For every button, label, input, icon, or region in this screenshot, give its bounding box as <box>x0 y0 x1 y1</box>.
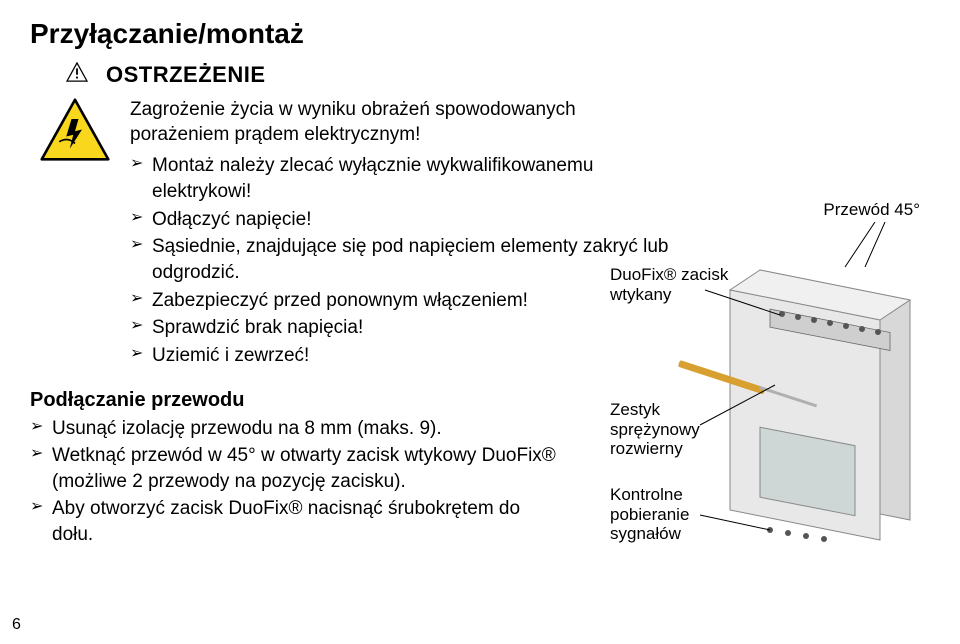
list-item: Montaż należy zlecać wyłącznie wykwalifi… <box>130 153 670 204</box>
warning-header: OSTRZEŻENIE <box>66 62 930 88</box>
lead-text: Zagrożenie życia w wyniku obrażeń spowod… <box>130 98 670 147</box>
label-line-przewod <box>830 222 890 282</box>
label-zestyk: Zestyk sprężynowy rozwierny <box>610 400 700 459</box>
list-item: Usunąć izolację przewodu na 8 mm (maks. … <box>30 416 560 442</box>
warning-text-column: Zagrożenie życia w wyniku obrażeń spowod… <box>130 98 670 371</box>
list-item: Sąsiednie, znajdujące się pod napięciem … <box>130 234 670 285</box>
list-item: Odłączyć napięcie! <box>130 207 670 233</box>
main-bullet-list: Montaż należy zlecać wyłącznie wykwalifi… <box>130 153 670 368</box>
device-illustration: Przewód 45° DuoFix® zacisk wtykany Zesty… <box>620 230 930 560</box>
label-duofix: DuoFix® zacisk wtykany <box>610 265 728 304</box>
label-przewod: Przewód 45° <box>823 200 920 220</box>
page-number: 6 <box>12 616 21 634</box>
list-item: Sprawdzić brak napięcia! <box>130 315 670 341</box>
list-item: Uziemić i zewrzeć! <box>130 343 670 369</box>
list-item: Wetknąć przewód w 45° w otwarty zacisk w… <box>30 443 560 494</box>
list-item: Zabezpieczyć przed ponownym włączeniem! <box>130 288 670 314</box>
warning-label: OSTRZEŻENIE <box>106 62 266 88</box>
list-item: Aby otworzyć zacisk DuoFix® nacisnąć śru… <box>30 496 560 547</box>
page-title: Przyłączanie/montaż <box>30 18 930 50</box>
label-kontrolne: Kontrolne pobieranie sygnałów <box>610 485 689 544</box>
sub-bullet-list: Usunąć izolację przewodu na 8 mm (maks. … <box>30 416 560 548</box>
shock-hazard-icon <box>40 98 110 161</box>
warning-triangle-icon <box>66 62 88 82</box>
